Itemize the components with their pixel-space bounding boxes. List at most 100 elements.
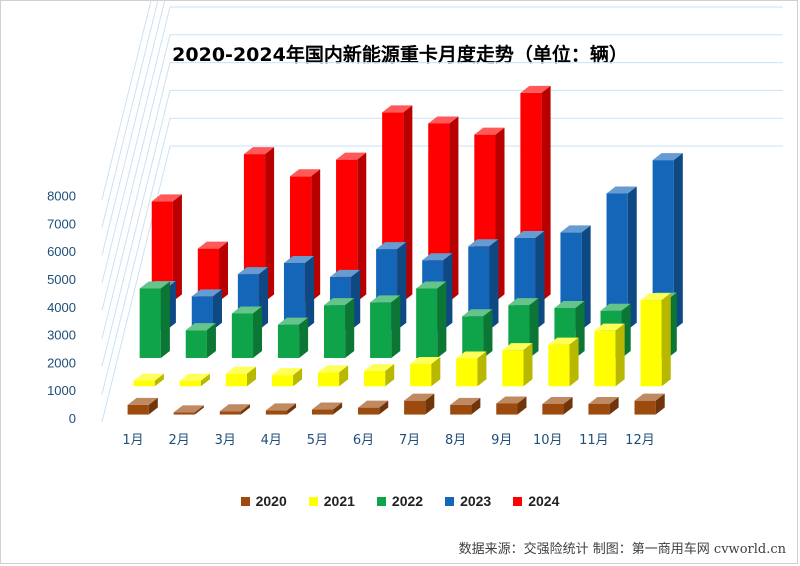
- bar-2024-2: [197, 248, 220, 302]
- bar-side: [265, 147, 275, 302]
- bar-2024-1: [151, 201, 173, 302]
- bar-side: [148, 397, 158, 415]
- bar-2022-5: [323, 305, 346, 358]
- bar-2020-4: [265, 410, 288, 415]
- bar-2021-3: [225, 373, 247, 387]
- bar-top: [185, 323, 216, 331]
- bar-top: [634, 393, 665, 401]
- bar-top: [323, 298, 355, 306]
- bar-top: [542, 396, 573, 404]
- x-tick-label: 12月: [625, 433, 655, 448]
- bar-2023-11: [606, 193, 628, 330]
- bar-2020-9: [496, 403, 518, 415]
- bar-2023-8: [468, 246, 490, 330]
- bar-side: [661, 293, 671, 387]
- bar-side: [305, 255, 315, 330]
- bar-side: [160, 281, 170, 358]
- bar-top: [317, 365, 349, 373]
- bar-side: [471, 397, 481, 415]
- gridline: [101, 145, 171, 423]
- y-tick-label: 8000: [47, 189, 76, 204]
- legend-label: 2024: [528, 493, 560, 509]
- bar-2020-12: [634, 400, 656, 415]
- bar-top: [474, 127, 505, 135]
- x-tick-label: 3月: [215, 433, 236, 448]
- legend-label: 2023: [460, 493, 492, 509]
- bar-2023-2: [191, 296, 213, 330]
- legend-swatch: [376, 496, 386, 506]
- bar-2021-11: [594, 330, 616, 387]
- legend-item: 2021: [308, 493, 355, 509]
- bar-top: [416, 281, 447, 289]
- bar-top: [640, 293, 671, 301]
- bar-2021-5: [317, 372, 340, 387]
- bar-top: [283, 255, 315, 263]
- bar-top: [219, 404, 250, 412]
- gridline: [101, 118, 171, 395]
- bar-top: [127, 397, 158, 405]
- gridline: [101, 0, 152, 200]
- gridline: [101, 0, 166, 256]
- bar-top: [456, 351, 487, 359]
- bar-2020-8: [450, 404, 472, 415]
- bar-top: [133, 373, 164, 381]
- bar-side: [523, 343, 533, 387]
- legend-item: 2020: [240, 493, 287, 509]
- bar-2021-1: [133, 380, 155, 387]
- x-tick-label: 5月: [307, 433, 328, 448]
- bar-side: [385, 363, 395, 387]
- bar-top: [237, 267, 269, 275]
- bar-side: [569, 337, 579, 387]
- bar-top: [289, 169, 321, 177]
- x-tick-label: 4月: [261, 433, 282, 448]
- x-tick-label: 10月: [533, 433, 563, 448]
- x-tick-label: 6月: [353, 433, 374, 448]
- y-tick-label: 0: [69, 411, 76, 426]
- legend-swatch: [308, 496, 318, 506]
- bar-2021-2: [179, 380, 201, 387]
- chart-legend: 2020 2021 2022 2023 2024: [0, 493, 800, 509]
- bar-top: [370, 295, 401, 303]
- bar-2020-3: [219, 411, 241, 415]
- bar-top: [197, 241, 229, 249]
- bar-side: [194, 405, 204, 415]
- bar-side: [299, 317, 309, 358]
- bar-2021-12: [640, 300, 662, 387]
- bar-2021-9: [502, 350, 524, 387]
- bar-2023-4: [283, 262, 306, 330]
- bar-side: [655, 393, 665, 415]
- bar-side: [357, 152, 367, 302]
- gridline: [101, 62, 171, 339]
- legend-item: 2022: [376, 493, 423, 509]
- bar-2024-5: [336, 159, 358, 302]
- bar-top: [265, 403, 297, 411]
- y-tick-label: 4000: [47, 300, 76, 315]
- bar-top: [410, 357, 441, 365]
- y-tick-label: 3000: [47, 328, 76, 343]
- bar-top: [428, 116, 459, 124]
- bar-top: [231, 306, 263, 314]
- bar-top: [376, 242, 407, 250]
- bar-2020-1: [127, 404, 149, 415]
- source-note: 数据来源：交强险统计 制图：第一商用车网 cvworld.cn: [458, 542, 786, 557]
- legend-swatch: [445, 496, 455, 506]
- bar-side: [212, 289, 222, 330]
- bar-2020-2: [173, 412, 195, 415]
- bar-top: [139, 281, 170, 289]
- bar-top: [514, 230, 545, 238]
- bar-top: [496, 396, 527, 404]
- bar-2022-7: [416, 288, 438, 358]
- bar-side: [154, 373, 164, 387]
- gridline: [101, 90, 171, 367]
- legend-swatch: [513, 496, 523, 506]
- bar-top: [652, 153, 683, 161]
- bar-side: [345, 298, 355, 358]
- bar-side: [206, 323, 216, 358]
- bar-top: [508, 298, 539, 306]
- bar-side: [391, 295, 401, 358]
- bar-top: [450, 397, 481, 405]
- x-tick-label: 1月: [122, 433, 143, 448]
- bar-top: [606, 186, 637, 194]
- bar-2021-10: [548, 344, 570, 387]
